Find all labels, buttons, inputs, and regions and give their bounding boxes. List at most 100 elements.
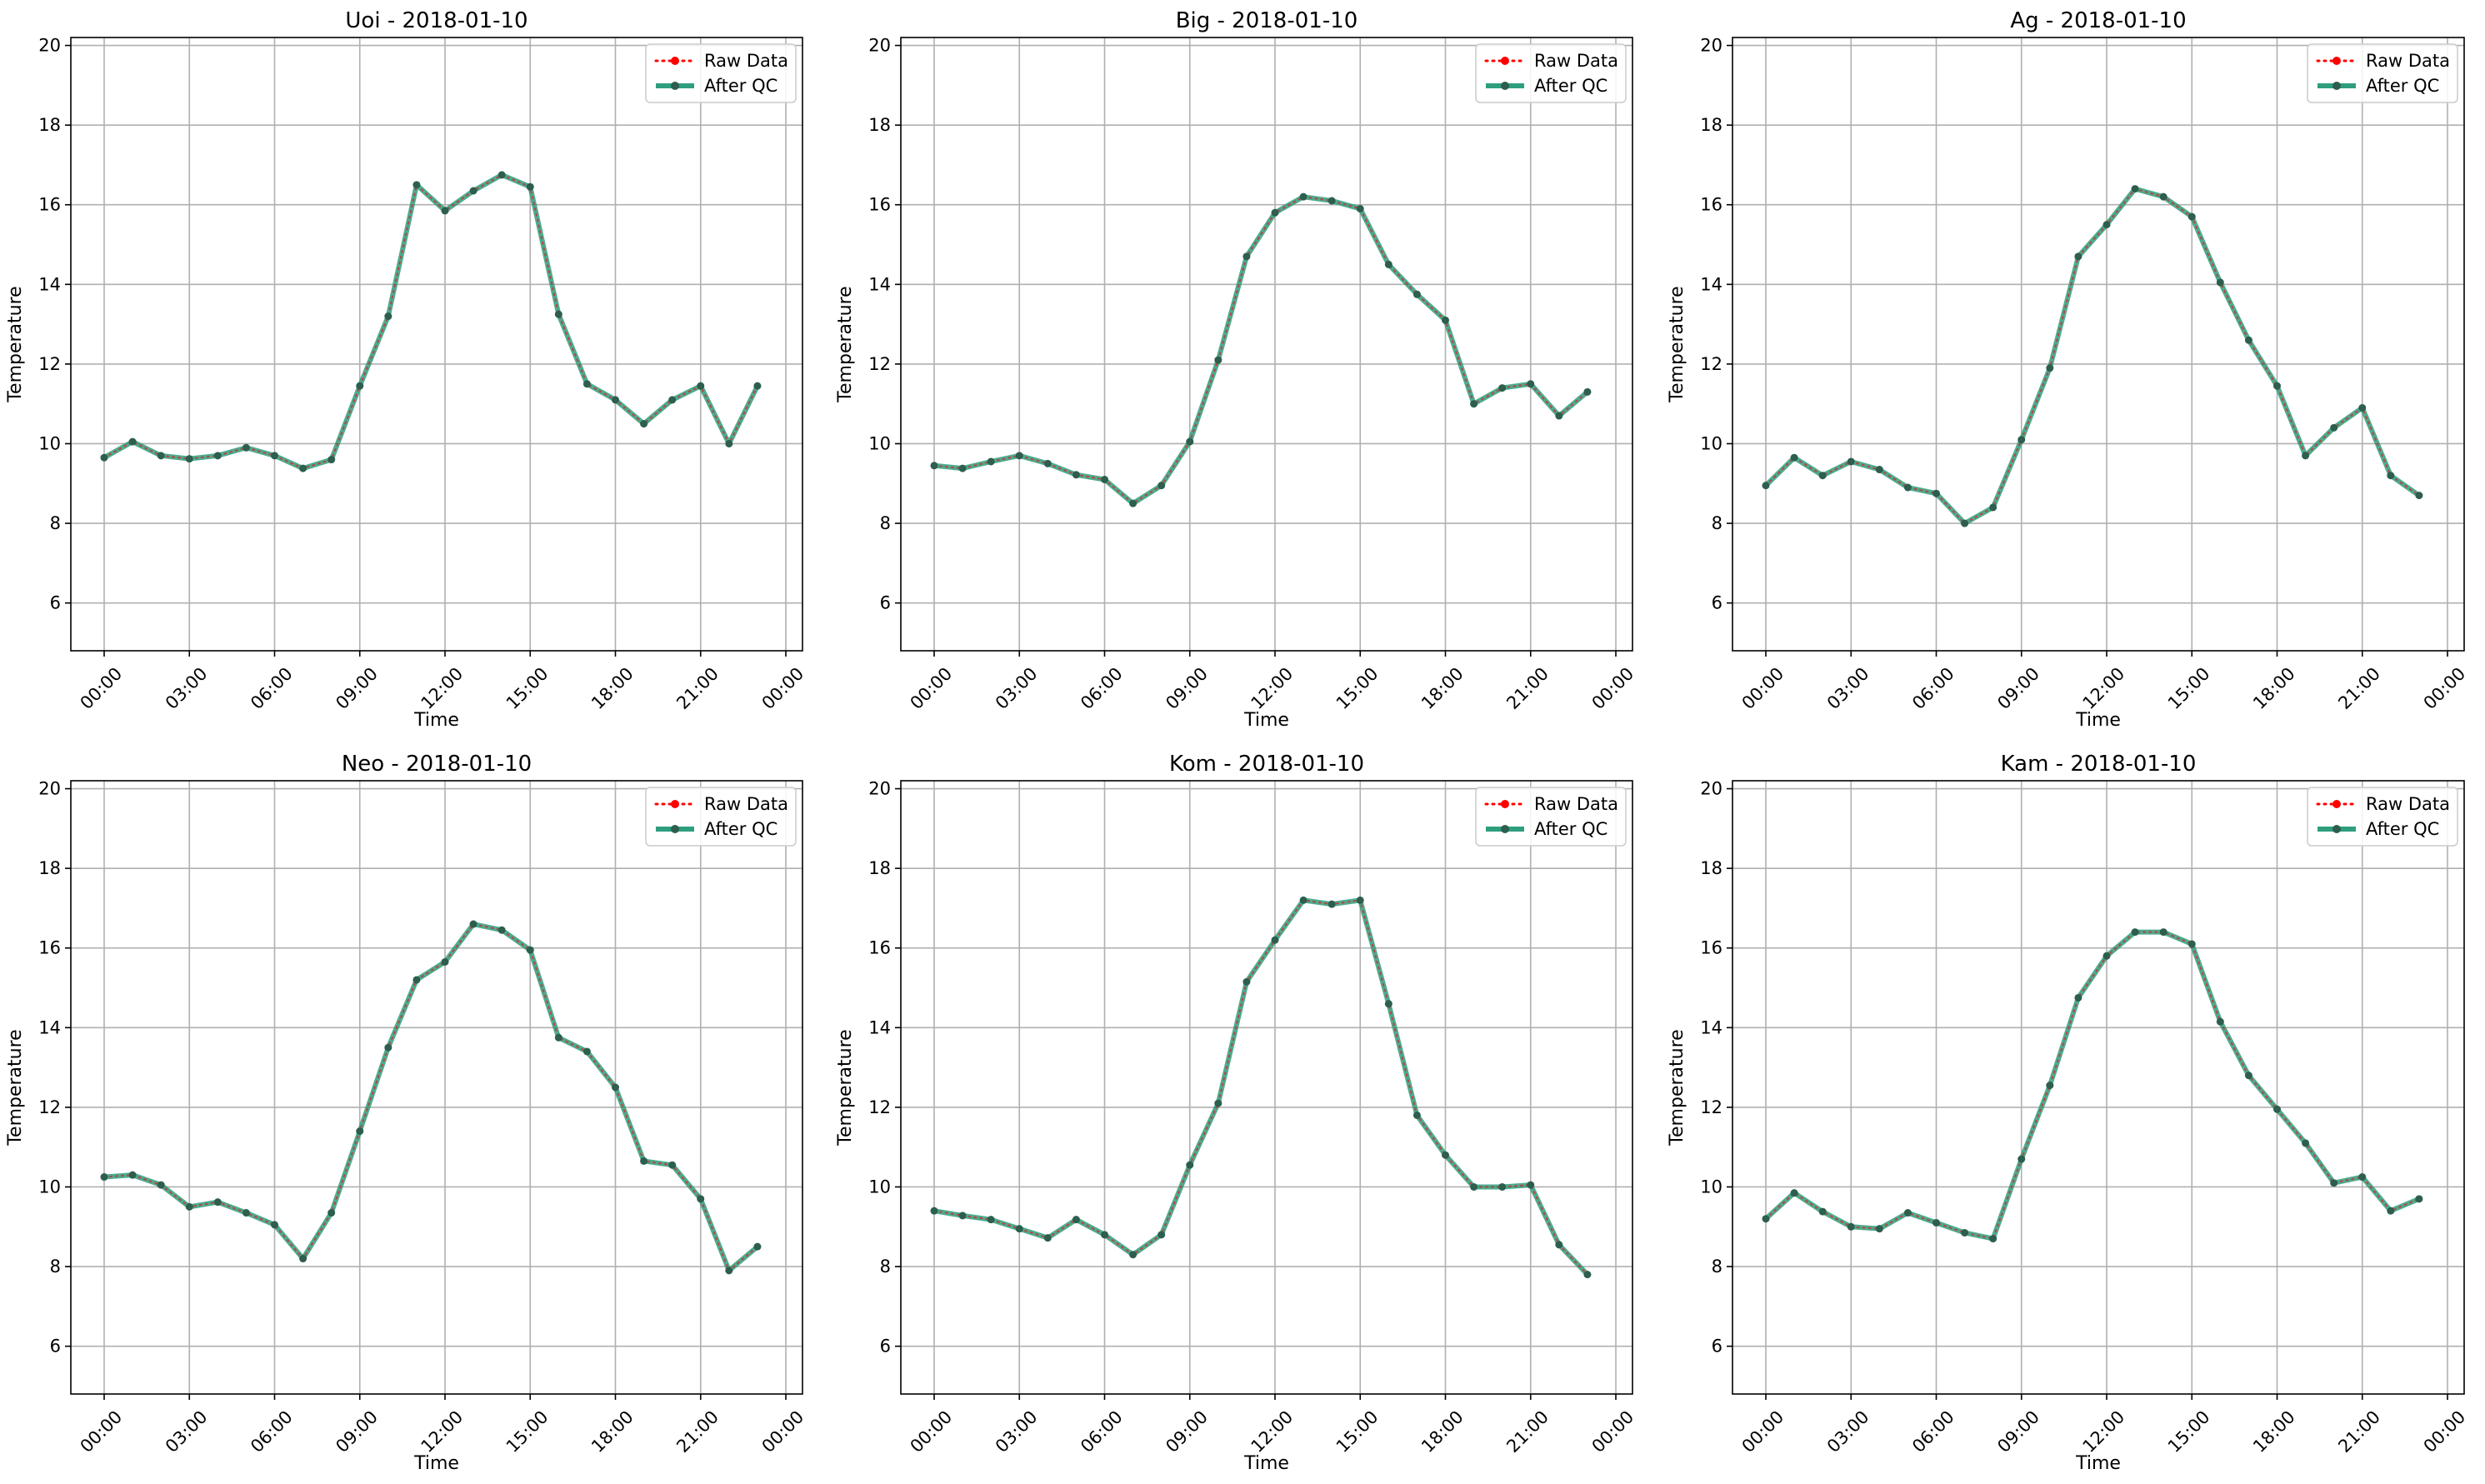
y-tick-label: 8 [1712, 1257, 1722, 1277]
x-tick-label: 12:00 [1248, 1407, 1298, 1457]
data-point [412, 976, 421, 984]
data-point [2159, 192, 2168, 201]
x-tick-label: 00:00 [77, 1407, 127, 1457]
data-point [1762, 1215, 1770, 1223]
data-point [958, 464, 967, 472]
y-tick-label: 10 [1700, 1177, 1722, 1197]
data-point [582, 380, 591, 388]
data-point [1214, 1099, 1222, 1107]
y-tick-label: 10 [868, 1177, 891, 1197]
data-point [1555, 412, 1563, 420]
data-point [554, 310, 562, 318]
y-tick-label: 18 [1700, 858, 1722, 878]
x-tick-label: 06:00 [1908, 1407, 1958, 1457]
x-tick-label: 09:00 [332, 1407, 382, 1457]
data-point [128, 1171, 137, 1179]
series-line-raw-data [102, 173, 759, 470]
data-point [1847, 1222, 1855, 1231]
legend-marker-after-qc [2332, 82, 2341, 90]
y-tick-label: 14 [1700, 274, 1722, 294]
data-point [526, 182, 534, 191]
y-tick-label: 8 [880, 513, 891, 533]
data-point [1818, 472, 1827, 480]
data-point [697, 382, 705, 390]
data-point [1442, 316, 1449, 324]
data-point [384, 312, 392, 321]
chart-title: Kam - 2018-01-10 [2001, 752, 2197, 777]
x-tick-label: 00:00 [907, 663, 957, 713]
data-point [640, 1157, 648, 1165]
legend-label-after-qc: After QC [1534, 819, 1608, 839]
x-tick-label: 00:00 [1588, 1407, 1638, 1457]
y-tick-label: 18 [868, 858, 891, 878]
series-line-after-qc [933, 897, 1590, 1277]
x-tick-label: 06:00 [1908, 663, 1958, 713]
x-tick-label: 18:00 [2249, 1407, 2299, 1457]
data-point [469, 920, 478, 928]
x-tick-label: 15:00 [2164, 1407, 2214, 1457]
legend-marker-after-qc [671, 82, 679, 90]
x-tick-label: 00:00 [77, 663, 127, 713]
series-line-after-qc [1763, 186, 2421, 527]
subplot: 6 8 10 12 14 16 18 20 00:00 03:00 06:00 09:00 12:00 1… [835, 8, 1638, 731]
y-tick-label: 16 [38, 195, 61, 215]
x-tick-label: 00:00 [907, 1407, 957, 1457]
x-tick-label: 18:00 [588, 663, 638, 713]
x-tick-label: 12:00 [1248, 663, 1298, 713]
data-point [2102, 952, 2111, 960]
x-tick-label: 21:00 [2334, 1407, 2384, 1457]
y-tick-label: 14 [38, 274, 61, 294]
data-point [1356, 896, 1364, 904]
data-point [1932, 489, 1940, 497]
data-point [1762, 482, 1770, 490]
legend-label-after-qc: After QC [2366, 76, 2439, 96]
data-point [1875, 466, 1883, 474]
x-tick-label: 06:00 [1077, 1407, 1127, 1457]
y-tick-label: 10 [1700, 433, 1722, 453]
x-tick-label: 12:00 [418, 663, 468, 713]
legend-label-after-qc: After QC [1534, 76, 1608, 96]
data-point [2046, 1082, 2054, 1090]
data-point [1442, 1151, 1449, 1159]
legend-marker-after-qc [1501, 82, 1509, 90]
subplot: 6 8 10 12 14 16 18 20 00:00 03:00 06:00 09:00 12:00 1… [5, 8, 808, 731]
data-point [2216, 278, 2224, 287]
data-point [1555, 1241, 1563, 1249]
data-point [157, 452, 165, 460]
data-point [1356, 205, 1364, 213]
series-line-raw-data [932, 196, 1589, 505]
data-point [1412, 290, 1421, 298]
data-point [2188, 940, 2196, 948]
x-tick-label: 03:00 [162, 663, 212, 713]
chart-title: Neo - 2018-01-10 [342, 752, 532, 777]
data-point [1818, 1207, 1827, 1216]
x-tick-label: 03:00 [992, 663, 1042, 713]
data-point [2302, 1139, 2310, 1147]
data-point [725, 1267, 733, 1275]
y-tick-label: 14 [38, 1017, 61, 1037]
x-tick-label: 03:00 [992, 1407, 1042, 1457]
data-point [1015, 452, 1023, 460]
y-tick-label: 12 [38, 354, 61, 374]
y-tick-label: 20 [868, 36, 891, 56]
y-tick-label: 18 [38, 115, 61, 135]
chart-title: Kom - 2018-01-10 [1169, 752, 1364, 777]
series-line-raw-data [932, 899, 1589, 1276]
legend-label-after-qc: After QC [2366, 819, 2439, 839]
y-tick-label: 12 [1700, 1097, 1722, 1117]
data-point [1158, 1231, 1166, 1239]
data-point [668, 396, 677, 404]
legend-label-raw-data: Raw Data [1534, 794, 1618, 814]
y-tick-label: 20 [38, 36, 61, 56]
x-tick-label: 12:00 [418, 1407, 468, 1457]
axes-frame [70, 37, 803, 652]
data-point [271, 1221, 278, 1229]
legend-label-after-qc: After QC [704, 76, 778, 96]
data-point [1903, 483, 1912, 492]
y-tick-label: 10 [868, 433, 891, 453]
data-point [1470, 1182, 1478, 1191]
data-point [1328, 900, 1336, 908]
legend-label-raw-data: Raw Data [704, 794, 788, 814]
data-point [128, 437, 137, 446]
y-tick-label: 16 [1700, 195, 1722, 215]
